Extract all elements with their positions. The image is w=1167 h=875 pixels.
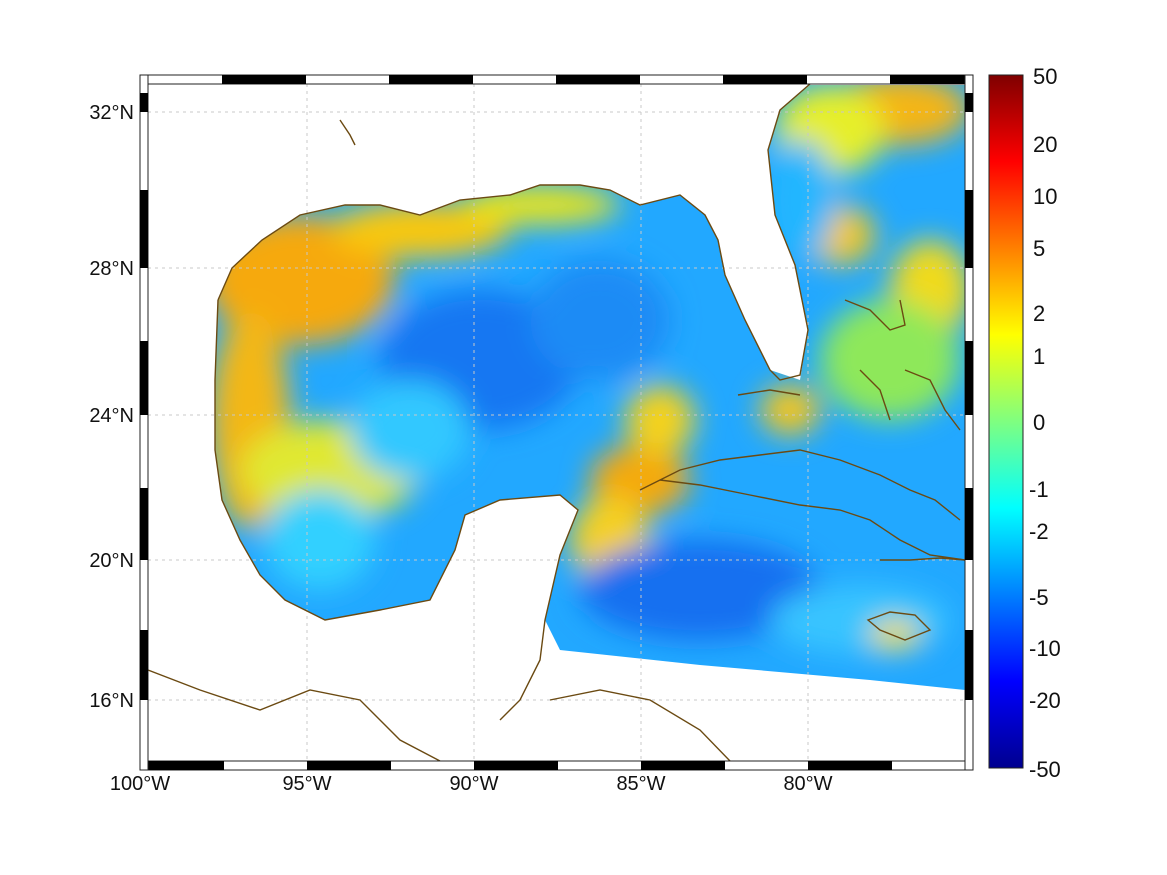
lon-label-85w: 85°W bbox=[616, 773, 665, 795]
colorbar-label-neg5: -5 bbox=[1029, 585, 1049, 610]
coastlines bbox=[148, 84, 965, 761]
lat-label-20n: 20°N bbox=[89, 550, 134, 572]
latitude-labels: 32°N 28°N 24°N 20°N 16°N bbox=[89, 102, 134, 712]
lon-label-100w: 100°W bbox=[110, 773, 170, 795]
sst-field bbox=[215, 85, 965, 690]
longitude-labels: 100°W 95°W 90°W 85°W 80°W bbox=[110, 773, 833, 795]
colorbar-label-0: 0 bbox=[1033, 410, 1045, 435]
colorbar-label-2: 2 bbox=[1033, 301, 1045, 326]
lon-label-95w: 95°W bbox=[282, 773, 331, 795]
colorbar-gradient bbox=[988, 74, 1024, 769]
colorbar-label-20: 20 bbox=[1033, 132, 1057, 157]
lon-label-90w: 90°W bbox=[449, 773, 498, 795]
lon-label-80w: 80°W bbox=[783, 773, 832, 795]
colorbar-label-neg50: -50 bbox=[1029, 757, 1061, 782]
colorbar-label-1: 1 bbox=[1033, 344, 1045, 369]
colorbar-label-neg1: -1 bbox=[1029, 477, 1049, 502]
colorbar-label-5: 5 bbox=[1033, 236, 1045, 261]
lat-label-32n: 32°N bbox=[89, 102, 134, 124]
graticule bbox=[148, 84, 965, 761]
colorbar-label-neg10: -10 bbox=[1029, 636, 1061, 661]
colorbar-label-50: 50 bbox=[1033, 64, 1057, 89]
lat-label-24n: 24°N bbox=[89, 405, 134, 427]
colorbar-label-neg2: -2 bbox=[1029, 519, 1049, 544]
lat-label-16n: 16°N bbox=[89, 690, 134, 712]
colorbar-label-neg20: -20 bbox=[1029, 688, 1061, 713]
colorbar: 50 20 10 5 2 1 0 -1 -2 -5 -10 -20 -50 bbox=[988, 64, 1061, 782]
colorbar-label-10: 10 bbox=[1033, 184, 1057, 209]
lat-label-28n: 28°N bbox=[89, 258, 134, 280]
map-frame bbox=[139, 74, 974, 771]
